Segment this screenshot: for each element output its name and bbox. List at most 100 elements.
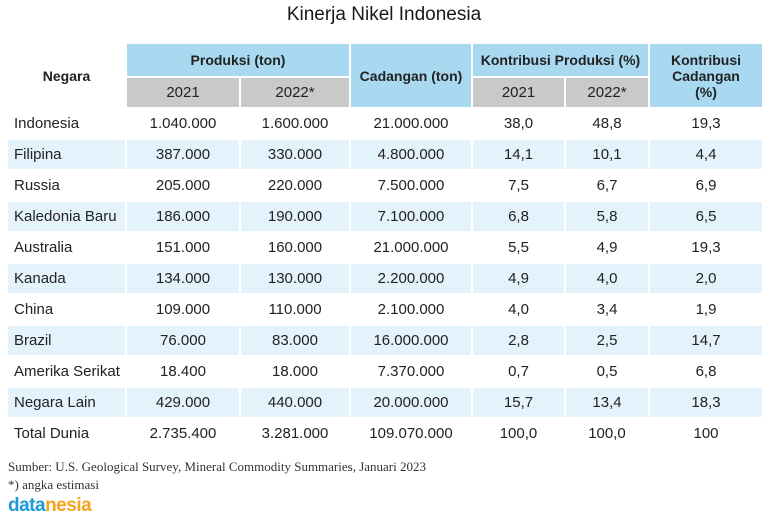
value-cell: 110.000	[268, 301, 322, 318]
header-cell: Cadangan (ton)	[351, 44, 471, 107]
logo-part: nesia	[45, 495, 92, 516]
value-cell: 0,7	[508, 363, 529, 380]
country-cell: Amerika Serikat	[14, 363, 120, 380]
country-cell: Indonesia	[14, 115, 80, 132]
title: Kinerja Nikel Indonesia	[286, 4, 482, 25]
value-cell: 4,0	[566, 264, 648, 293]
value-cell: 7.500.000	[377, 177, 445, 194]
header-cell: Kontribusi Cadangan (%)	[650, 44, 762, 107]
table-row: Australia 151.000 160.000 21.000.000 5,5 4,9 1…	[8, 233, 762, 262]
value-cell: 0,5	[596, 363, 618, 380]
table-row: Kaledonia Baru 186.000 190.000 7.100.000 6,8…	[8, 202, 762, 231]
country-cell: Filipina	[8, 140, 125, 169]
country-cell: Kaledonia Baru	[8, 202, 125, 231]
value-cell: 14,1	[473, 140, 564, 169]
value-cell: 440.000	[241, 388, 349, 417]
value-cell: 429.000	[127, 388, 239, 417]
value-cell: 19,3	[691, 239, 721, 256]
header-cell: Kontribusi Produksi (%)	[473, 44, 648, 76]
value-cell: 160.000	[267, 239, 323, 256]
header-cell: Produksi (ton)	[127, 44, 349, 76]
country-cell: Russia	[14, 177, 60, 194]
value-cell: 18.000	[272, 363, 318, 380]
value-cell: 21.000.000	[373, 115, 449, 132]
value-cell: 190.000	[241, 202, 349, 231]
country-cell: Australia	[14, 239, 73, 256]
year-header: 2022*	[566, 78, 648, 107]
value-cell: 1.040.000	[149, 115, 217, 132]
table-row: Negara Lain 429.000 440.000 20.000.000 15,7 1…	[8, 388, 762, 417]
value-cell: 6,8	[695, 363, 717, 380]
logo-part: data	[8, 495, 46, 516]
year-header: 2022*	[241, 78, 349, 107]
country-cell: Negara Lain	[8, 388, 125, 417]
value-cell: 6,7	[596, 177, 618, 194]
value-cell: 220.000	[267, 177, 323, 194]
value-cell: 10,1	[566, 140, 648, 169]
value-cell: 7.370.000	[377, 363, 445, 380]
value-cell: 2,0	[650, 264, 762, 293]
value-cell: 18.400	[160, 363, 206, 380]
value-cell: 3,4	[596, 301, 618, 318]
value-cell: 1,9	[695, 301, 717, 318]
value-cell: 20.000.000	[351, 388, 471, 417]
value-cell: 100,0	[588, 425, 626, 442]
value-cell: 151.000	[155, 239, 211, 256]
value-cell: 134.000	[127, 264, 239, 293]
table-row: Kanada 134.000 130.000 2.200.000 4,9 4,0 2,0	[8, 264, 762, 293]
value-cell: 4,0	[508, 301, 529, 318]
value-cell: 18,3	[650, 388, 762, 417]
value-cell: 4,4	[650, 140, 762, 169]
value-cell: 1.600.000	[261, 115, 329, 132]
value-cell: 2.100.000	[377, 301, 445, 318]
value-cell: 205.000	[155, 177, 211, 194]
value-cell: 6,9	[695, 177, 717, 194]
value-cell: 5,5	[508, 239, 529, 256]
table-row: Brazil 76.000 83.000 16.000.000 2,8 2,5 14,7	[8, 326, 762, 355]
value-cell: 100	[693, 425, 719, 442]
value-cell: 4,9	[473, 264, 564, 293]
value-cell: 6,8	[473, 202, 564, 231]
table-row: Indonesia 1.040.000 1.600.000 21.000.000 38,…	[8, 109, 762, 138]
note: *) angka estimasi	[8, 477, 99, 492]
value-cell: 130.000	[241, 264, 349, 293]
value-cell: 4,9	[596, 239, 618, 256]
table-row: Russia 205.000 220.000 7.500.000 7,5 6,7 6,9	[8, 171, 762, 200]
value-cell: 7.100.000	[351, 202, 471, 231]
value-cell: 2,5	[566, 326, 648, 355]
value-cell: 7,5	[508, 177, 529, 194]
table-row: China 109.000 110.000 2.100.000 4,0 3,4 1,9	[8, 295, 762, 324]
value-cell: 330.000	[241, 140, 349, 169]
value-cell: 100,0	[499, 425, 538, 442]
value-cell: 5,8	[566, 202, 648, 231]
value-cell: 14,7	[650, 326, 762, 355]
value-cell: 83.000	[241, 326, 349, 355]
value-cell: 387.000	[127, 140, 239, 169]
country-cell: China	[14, 301, 54, 318]
country-cell: Brazil	[8, 326, 125, 355]
value-cell: 21.000.000	[373, 239, 449, 256]
value-cell: 13,4	[566, 388, 648, 417]
table-body: Indonesia 1.040.000 1.600.000 21.000.000 38,…	[8, 109, 762, 448]
value-cell: 38,0	[503, 115, 534, 132]
value-cell: 19,3	[691, 115, 721, 132]
year-header: 2021	[127, 78, 239, 107]
source: Sumber: U.S. Geological Survey, Mineral …	[8, 459, 426, 474]
country-cell: Total Dunia	[14, 425, 90, 442]
table-row: Total Dunia 2.735.400 3.281.000 109.070.000…	[8, 419, 762, 448]
value-cell: 186.000	[127, 202, 239, 231]
value-cell: 15,7	[473, 388, 564, 417]
value-cell: 48,8	[592, 115, 622, 132]
value-cell: 6,5	[650, 202, 762, 231]
header-cell: Negara	[8, 44, 125, 107]
value-cell: 2,8	[473, 326, 564, 355]
year-header: 2021	[473, 78, 564, 107]
value-cell: 109.070.000	[369, 425, 453, 442]
value-cell: 2.735.400	[149, 425, 217, 442]
value-cell: 4.800.000	[351, 140, 471, 169]
table-row: Amerika Serikat 18.400 18.000 7.370.000 0,7 0…	[8, 357, 762, 386]
value-cell: 2.200.000	[351, 264, 471, 293]
logo: datanesia	[8, 495, 92, 517]
table-row: Filipina 387.000 330.000 4.800.000 14,1 10,1 4…	[8, 140, 762, 169]
